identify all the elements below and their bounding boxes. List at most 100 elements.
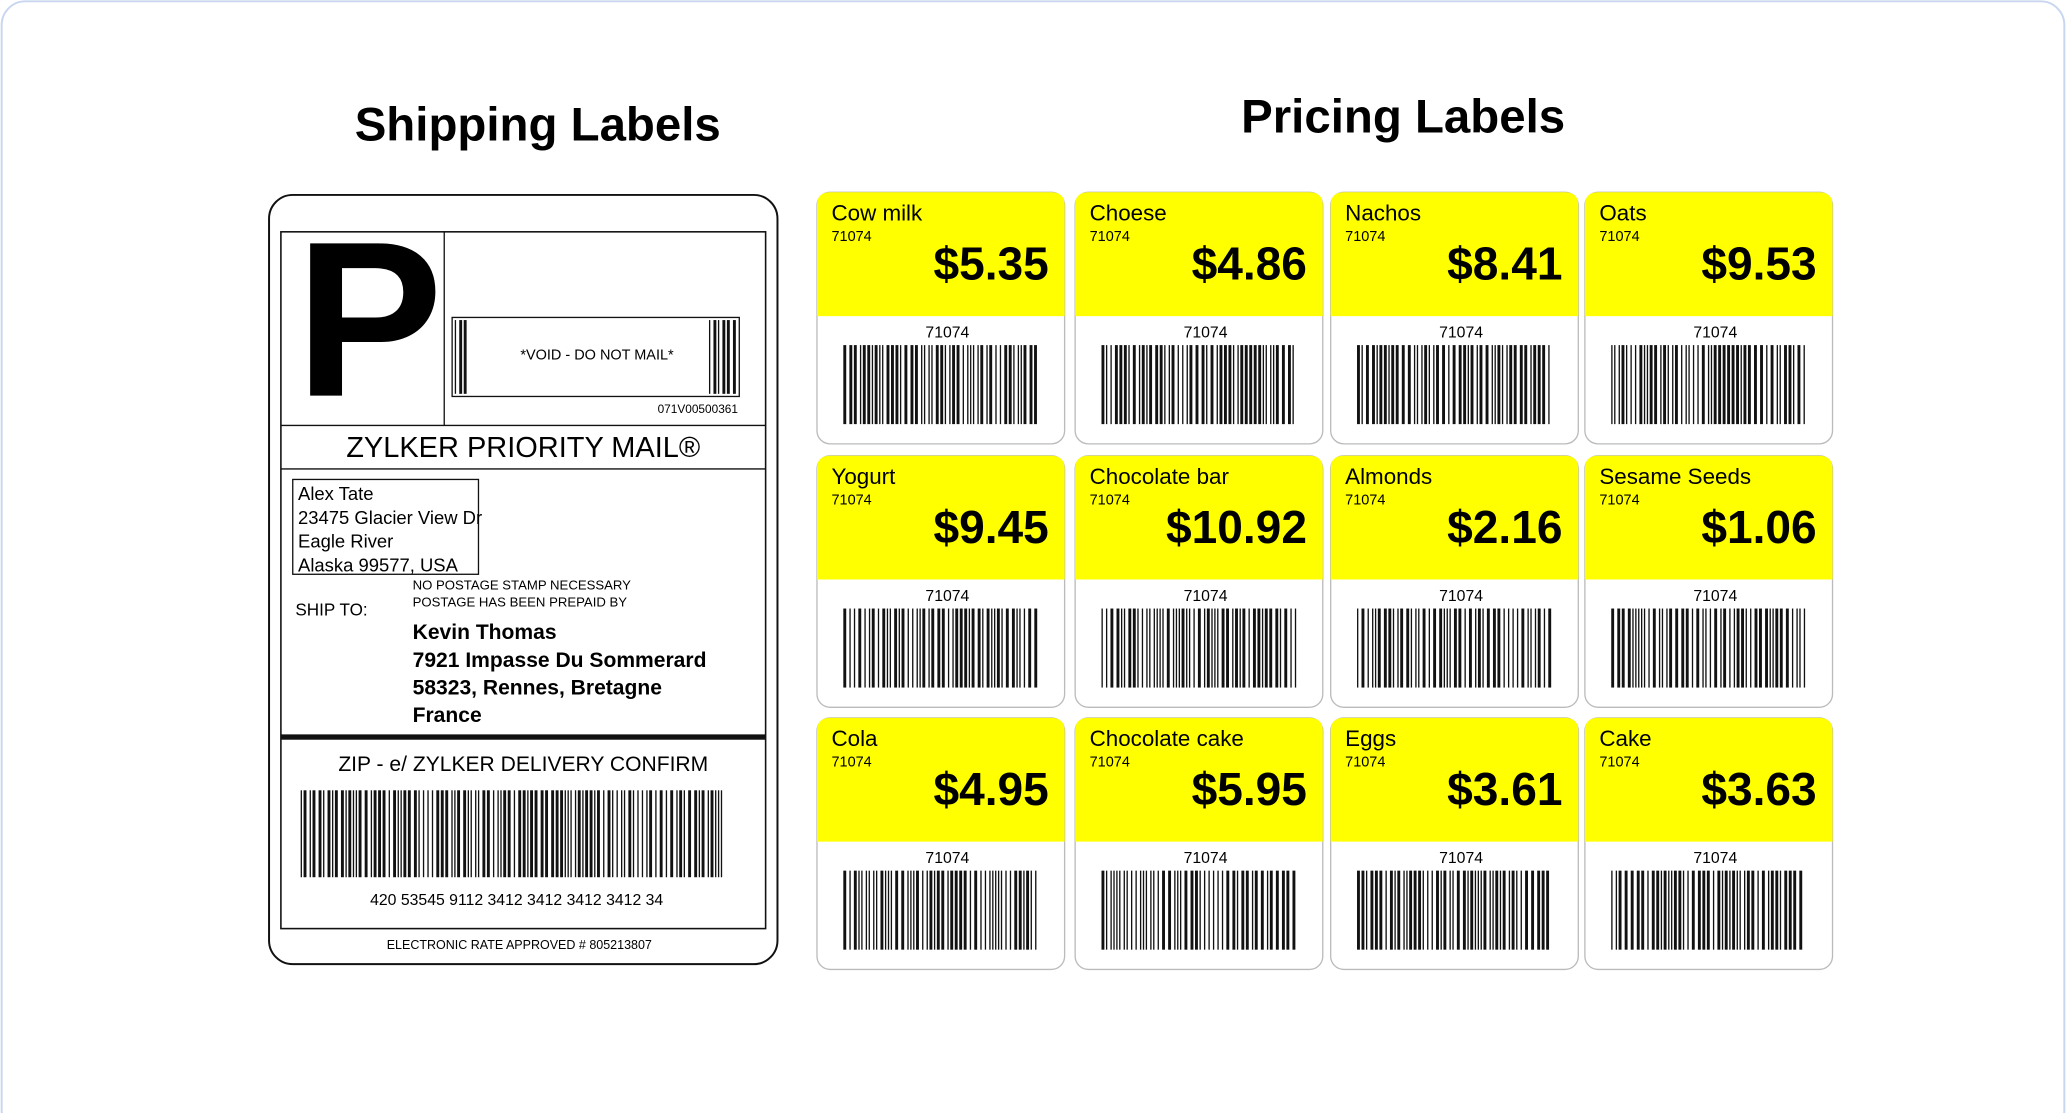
barcode-bar xyxy=(1406,870,1408,950)
barcode-bar xyxy=(1379,870,1383,950)
barcode-bar xyxy=(1146,345,1148,425)
barcode-bar xyxy=(865,870,868,950)
product-name: Almonds xyxy=(1345,464,1432,489)
barcode-bar xyxy=(984,870,987,950)
barcode-bar xyxy=(1485,345,1489,425)
barcode-bar xyxy=(1641,870,1645,950)
barcode-bar xyxy=(1449,870,1451,950)
barcode-bar xyxy=(1663,345,1667,425)
barcode-bar xyxy=(1746,870,1750,950)
barcode-bar xyxy=(1508,870,1511,950)
barcode-bar xyxy=(1497,608,1501,688)
barcode-bar xyxy=(1687,870,1689,950)
barcode-bar xyxy=(1203,870,1206,950)
product-name: Cola xyxy=(831,726,878,751)
barcode-bar xyxy=(1114,345,1118,425)
barcode-bar xyxy=(1201,345,1205,425)
barcode-bar xyxy=(551,790,555,878)
barcode-bar xyxy=(1275,345,1279,425)
barcode-bar xyxy=(1203,608,1206,688)
barcode-bar xyxy=(1477,870,1479,950)
barcode-bar xyxy=(607,790,611,878)
barcode-bar xyxy=(1157,870,1159,950)
barcode-code: 71074 xyxy=(1184,588,1228,605)
barcode-bar xyxy=(1428,608,1430,688)
product-code: 71074 xyxy=(1345,229,1385,245)
barcode-bar xyxy=(1418,870,1422,950)
barcode-bar xyxy=(928,345,930,425)
barcode-bar xyxy=(1269,870,1273,950)
barcode-bar xyxy=(1239,608,1241,688)
barcode-bar xyxy=(570,790,572,878)
barcode-bar xyxy=(560,790,564,878)
barcode-bar xyxy=(1480,870,1482,950)
barcode-bar xyxy=(646,790,648,878)
barcode-bar xyxy=(1499,870,1502,950)
barcode-bar xyxy=(323,790,325,878)
barcode-bar xyxy=(518,790,522,878)
section-title: Pricing Labels xyxy=(1241,90,1565,143)
barcode-bar xyxy=(1770,870,1774,950)
barcode-bar xyxy=(879,345,881,425)
barcode-bar xyxy=(907,870,909,950)
product-name: Yogurt xyxy=(831,464,896,489)
barcode-bar xyxy=(1525,870,1528,950)
barcode-bar xyxy=(1367,608,1369,688)
void-text: *VOID - DO NOT MAIL* xyxy=(520,347,674,363)
barcode-bar xyxy=(1649,345,1653,425)
barcode-bar xyxy=(1543,608,1546,688)
barcode-bar xyxy=(912,608,914,688)
barcode-bar xyxy=(1142,870,1145,950)
barcode-bar xyxy=(1376,345,1378,425)
barcode-bar xyxy=(1265,345,1267,425)
footer: ELECTRONIC RATE APPROVED # 805213807 xyxy=(387,938,652,952)
barcode-bar xyxy=(858,608,862,688)
barcode-bar xyxy=(1101,345,1105,425)
barcode-bar xyxy=(1630,870,1634,950)
barcode-bar xyxy=(895,870,899,950)
barcode-bar xyxy=(1232,870,1236,950)
barcode-bar xyxy=(332,790,334,878)
shipping-text: P *VOID - DO NOT MAIL* 071V00500361 ZYLK… xyxy=(295,196,738,952)
price: $5.95 xyxy=(1192,763,1307,815)
barcode-bar xyxy=(722,320,726,394)
barcode-bar xyxy=(1740,345,1742,425)
barcode-bar xyxy=(996,608,1000,688)
label-header xyxy=(1075,717,1323,842)
barcode-bar xyxy=(843,608,847,688)
barcode-bar xyxy=(1377,608,1381,688)
barcode-bar xyxy=(382,790,386,878)
barcode-bar xyxy=(1385,870,1387,950)
barcode-bar xyxy=(1470,345,1474,425)
barcode-bar xyxy=(886,345,890,425)
barcode-bar xyxy=(1729,608,1731,688)
label-header xyxy=(1330,717,1579,842)
barcode-bar xyxy=(1357,870,1360,950)
barcode-bar xyxy=(1681,608,1685,688)
barcode-bar xyxy=(1537,608,1541,688)
barcode-bar xyxy=(1110,870,1112,950)
barcode-bar xyxy=(1710,345,1713,425)
barcode-bar xyxy=(968,608,971,688)
barcode-bar xyxy=(407,790,411,878)
barcode-bar xyxy=(683,790,686,878)
barcode-bar xyxy=(1410,608,1413,688)
barcode-bar xyxy=(1635,608,1637,688)
barcode-bar xyxy=(1374,608,1377,688)
barcode-bar xyxy=(1521,608,1525,688)
barcode-bar xyxy=(1168,345,1170,425)
barcode-bar xyxy=(1495,870,1499,950)
barcode-bar xyxy=(628,790,632,878)
barcode-bar xyxy=(370,790,373,878)
barcode-bar xyxy=(1023,345,1027,425)
barcode-bar xyxy=(1009,870,1012,950)
barcode-bar xyxy=(726,320,730,394)
barcode-bar xyxy=(1739,870,1741,950)
barcode-bar xyxy=(1548,608,1552,688)
barcode-bar xyxy=(632,790,635,878)
barcode-bar xyxy=(853,608,856,688)
barcode-bar xyxy=(1241,870,1245,950)
barcode-bar xyxy=(1731,345,1735,425)
barcode-bar xyxy=(1262,345,1265,425)
